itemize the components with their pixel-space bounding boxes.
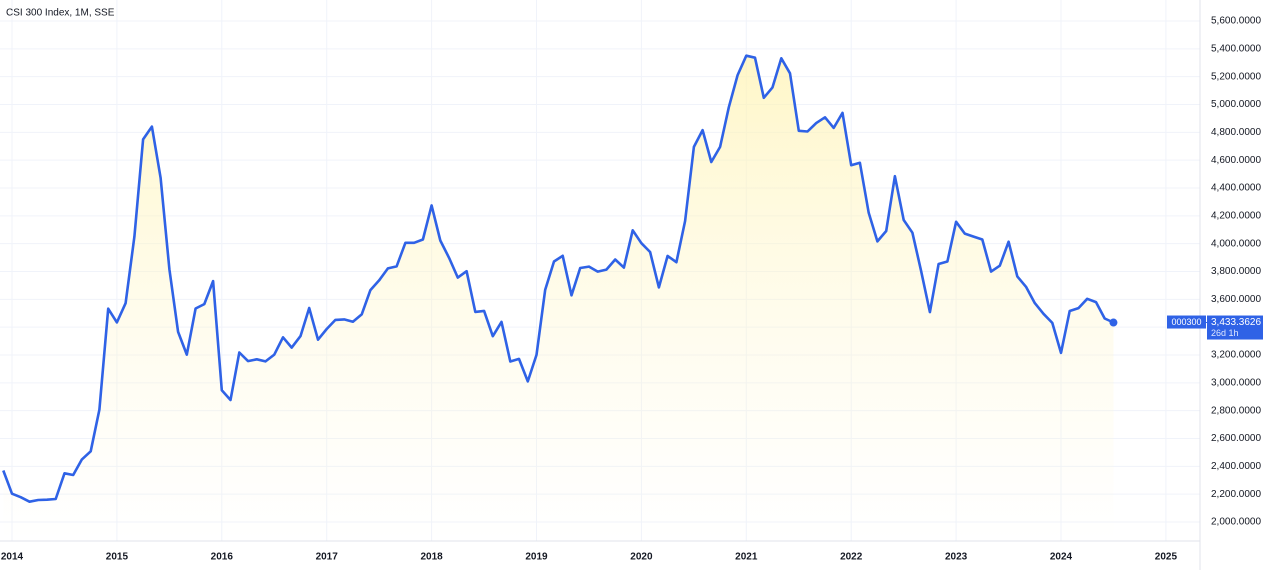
y-tick-label: 2,800.0000 <box>1211 405 1261 416</box>
x-tick-label: 2025 <box>1155 552 1178 563</box>
y-tick-label: 3,000.0000 <box>1211 377 1261 388</box>
x-tick-label: 2024 <box>1050 552 1073 563</box>
y-tick-label: 4,600.0000 <box>1211 155 1261 166</box>
x-tick-label: 2020 <box>630 552 653 563</box>
y-tick-label: 2,200.0000 <box>1211 489 1261 500</box>
y-tick-label: 5,600.0000 <box>1211 16 1261 27</box>
y-tick-label: 2,400.0000 <box>1211 461 1261 472</box>
y-tick-label: 4,800.0000 <box>1211 127 1261 138</box>
area-fill <box>3 55 1114 541</box>
symbol-label: 000300 <box>1171 317 1201 327</box>
x-tick-label: 2019 <box>525 552 548 563</box>
last-point <box>1109 318 1118 327</box>
x-tick-label: 2015 <box>106 552 129 563</box>
y-tick-label: 5,400.0000 <box>1211 43 1261 54</box>
y-tick-label: 5,200.0000 <box>1211 71 1261 82</box>
y-tick-label: 5,000.0000 <box>1211 99 1261 110</box>
y-tick-label: 4,200.0000 <box>1211 210 1261 221</box>
x-tick-label: 2016 <box>211 552 234 563</box>
y-tick-label: 2,000.0000 <box>1211 517 1261 528</box>
x-tick-label: 2017 <box>316 552 339 563</box>
x-tick-label: 2023 <box>945 552 968 563</box>
y-tick-label: 3,600.0000 <box>1211 294 1261 305</box>
y-tick-label: 2,600.0000 <box>1211 433 1261 444</box>
price-line <box>2 54 1115 503</box>
price-label: 3,433.3626 <box>1211 317 1261 328</box>
x-tick-label: 2014 <box>1 552 24 563</box>
y-tick-label: 3,200.0000 <box>1211 350 1261 361</box>
countdown-label: 26d 1h <box>1211 328 1239 338</box>
y-tick-label: 4,000.0000 <box>1211 238 1261 249</box>
price-tag <box>1207 315 1263 340</box>
y-tick-label: 4,400.0000 <box>1211 183 1261 194</box>
symbol-tag <box>1167 315 1206 329</box>
chart-title: CSI 300 Index, 1M, SSE <box>6 8 115 19</box>
x-tick-label: 2018 <box>420 552 443 563</box>
y-tick-label: 3,800.0000 <box>1211 266 1261 277</box>
x-tick-label: 2021 <box>735 552 758 563</box>
x-tick-label: 2022 <box>840 552 863 563</box>
